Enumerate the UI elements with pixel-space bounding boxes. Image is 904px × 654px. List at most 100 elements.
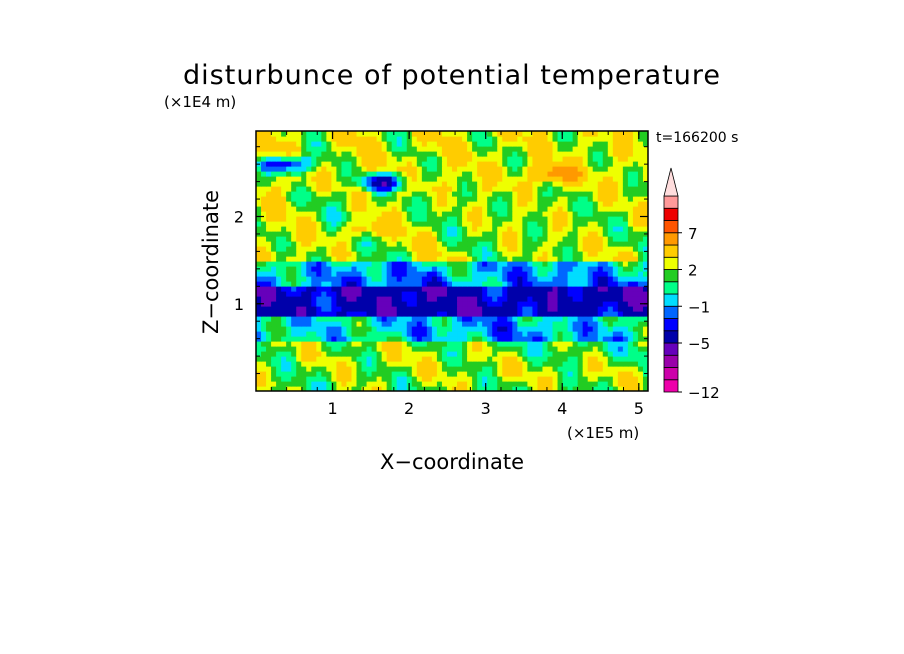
heatmap-cell	[547, 356, 554, 362]
heatmap-cell	[316, 131, 322, 137]
heatmap-cell	[537, 216, 544, 222]
heatmap-cell	[426, 366, 433, 372]
heatmap-cell	[296, 336, 302, 342]
heatmap-cell	[286, 141, 292, 147]
heatmap-cell	[637, 151, 644, 157]
heatmap-cell	[326, 206, 332, 212]
heatmap-cell	[261, 296, 267, 302]
heatmap-cell	[286, 236, 292, 242]
heatmap-cell	[401, 311, 408, 317]
heatmap-cell	[261, 246, 267, 252]
heatmap-cell	[602, 371, 609, 377]
heatmap-cell	[311, 246, 317, 252]
plot-area	[256, 131, 648, 391]
heatmap-cell	[296, 386, 302, 391]
heatmap-cell	[627, 296, 634, 302]
heatmap-cell	[331, 141, 338, 147]
heatmap-cell	[527, 371, 534, 377]
heatmap-cell	[386, 161, 393, 167]
heatmap-cell	[582, 361, 589, 367]
heatmap-cell	[622, 226, 629, 232]
heatmap-cell	[321, 211, 327, 217]
heatmap-cell	[386, 376, 393, 382]
heatmap-cell	[296, 276, 302, 282]
heatmap-cell	[622, 291, 629, 297]
heatmap-cell	[266, 166, 272, 172]
heatmap-cell	[572, 226, 579, 232]
heatmap-cell	[557, 186, 564, 192]
heatmap-cell	[572, 366, 579, 372]
heatmap-cell	[361, 171, 368, 177]
heatmap-cell	[386, 296, 393, 302]
heatmap-cell	[457, 141, 463, 147]
heatmap-cell	[617, 291, 624, 297]
heatmap-cell	[552, 171, 559, 177]
heatmap-cell	[637, 276, 644, 282]
heatmap-cell	[592, 321, 599, 327]
heatmap-cell	[401, 266, 408, 272]
heatmap-cell	[537, 141, 544, 147]
heatmap-cell	[386, 371, 393, 377]
heatmap-cell	[462, 306, 468, 312]
heatmap-cell	[421, 241, 428, 247]
heatmap-cell	[457, 346, 463, 352]
heatmap-cell	[311, 251, 317, 257]
heatmap-cell	[522, 206, 528, 212]
heatmap-cell	[366, 286, 373, 292]
heatmap-cell	[467, 381, 473, 387]
heatmap-cell	[436, 246, 443, 252]
heatmap-cell	[336, 386, 343, 391]
heatmap-cell	[266, 326, 272, 332]
heatmap-cell	[617, 261, 624, 267]
heatmap-cell	[452, 356, 458, 362]
heatmap-cell	[482, 311, 488, 317]
heatmap-cell	[356, 136, 363, 142]
heatmap-cell	[477, 221, 483, 227]
heatmap-cell	[316, 326, 322, 332]
heatmap-cell	[421, 276, 428, 282]
heatmap-cell	[547, 386, 554, 391]
heatmap-cell	[396, 191, 403, 197]
x-tick-label: 5	[634, 399, 644, 418]
heatmap-cell	[567, 386, 574, 391]
heatmap-cell	[331, 306, 338, 312]
heatmap-cell	[271, 361, 277, 367]
heatmap-cell	[622, 251, 629, 257]
heatmap-cell	[301, 251, 307, 257]
heatmap-cell	[562, 341, 569, 347]
heatmap-cell	[537, 201, 544, 207]
heatmap-cell	[557, 366, 564, 372]
heatmap-cell	[446, 316, 453, 322]
heatmap-cell	[366, 226, 373, 232]
heatmap-cell	[401, 151, 408, 157]
heatmap-cell	[276, 161, 282, 167]
heatmap-cell	[356, 231, 363, 237]
heatmap-cell	[351, 301, 358, 307]
heatmap-cell	[436, 266, 443, 272]
heatmap-cell	[597, 361, 604, 367]
x-tick-label: 4	[557, 399, 567, 418]
heatmap-cell	[537, 256, 544, 262]
heatmap-cell	[391, 151, 398, 157]
heatmap-cell	[376, 156, 383, 162]
heatmap-cell	[296, 171, 302, 177]
heatmap-cell	[341, 161, 348, 167]
heatmap-cell	[502, 271, 508, 277]
heatmap-cell	[441, 261, 448, 267]
heatmap-cell	[632, 306, 639, 312]
heatmap-cell	[592, 316, 599, 322]
heatmap-cell	[261, 336, 267, 342]
heatmap-cell	[597, 186, 604, 192]
heatmap-cell	[497, 386, 503, 391]
heatmap-cell	[286, 371, 292, 377]
heatmap-cell	[441, 221, 448, 227]
heatmap-cell	[572, 181, 579, 187]
heatmap-cell	[627, 306, 634, 312]
heatmap-cell	[336, 381, 343, 387]
heatmap-cell	[446, 311, 453, 317]
heatmap-cell	[406, 291, 413, 297]
heatmap-cell	[602, 256, 609, 262]
heatmap-cell	[622, 316, 629, 322]
heatmap-cell	[346, 316, 353, 322]
heatmap-cell	[502, 171, 508, 177]
